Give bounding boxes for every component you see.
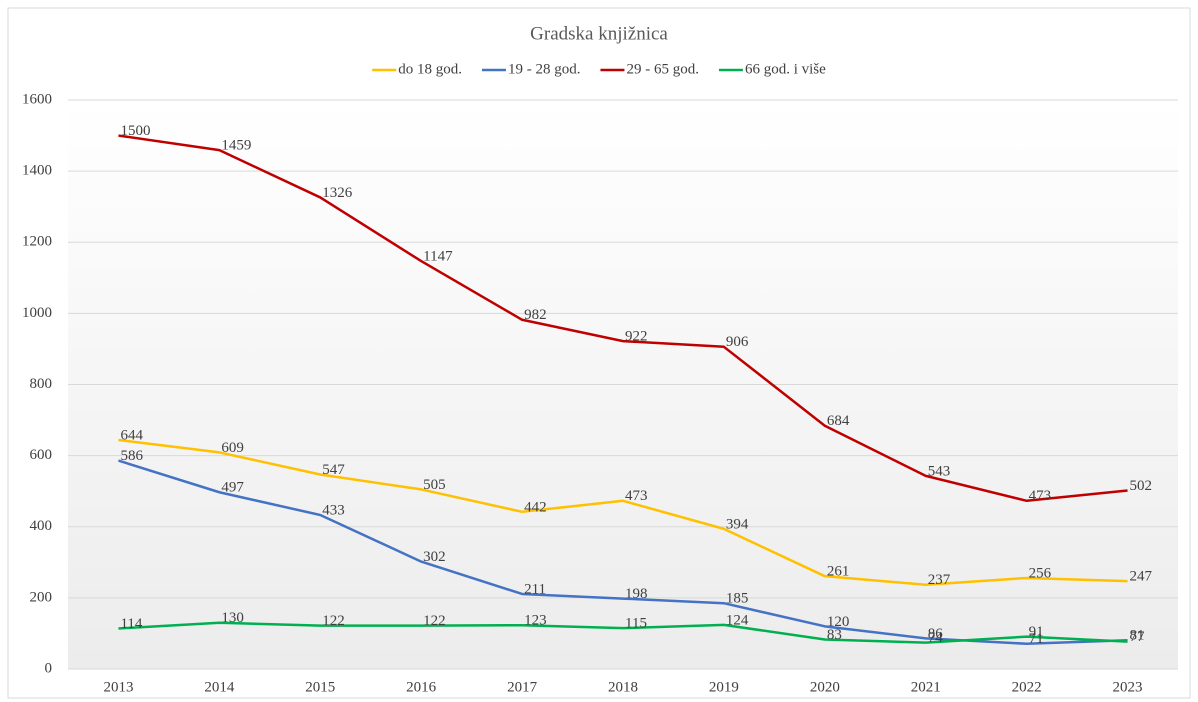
legend-label: 29 - 65 god.: [626, 61, 699, 77]
data-label: 609: [221, 440, 244, 456]
data-label: 433: [322, 502, 345, 518]
data-label: 684: [827, 413, 850, 429]
data-label: 505: [423, 477, 446, 493]
data-label: 586: [120, 448, 143, 464]
data-label: 1326: [322, 185, 353, 201]
x-tick-label: 2014: [204, 679, 235, 695]
legend-label: 19 - 28 god.: [508, 61, 581, 77]
legend-label: 66 god. i više: [745, 61, 826, 77]
x-tick-label: 2015: [305, 679, 335, 695]
data-label: 1147: [423, 249, 453, 265]
data-label: 543: [928, 463, 951, 479]
data-label: 198: [625, 586, 648, 602]
data-label: 124: [726, 612, 749, 628]
data-label: 122: [322, 613, 345, 629]
data-label: 394: [726, 516, 749, 532]
x-tick-label: 2020: [810, 679, 840, 695]
data-label: 83: [827, 627, 842, 643]
data-label: 442: [524, 499, 547, 515]
data-label: 497: [221, 480, 244, 496]
data-label: 130: [221, 610, 244, 626]
data-label: 115: [625, 616, 647, 632]
data-label: 120: [827, 614, 850, 630]
y-tick-label: 200: [30, 589, 53, 605]
data-label: 71: [1029, 631, 1044, 647]
x-tick-label: 2016: [406, 679, 437, 695]
x-tick-label: 2021: [911, 679, 941, 695]
data-label: 123: [524, 613, 547, 629]
data-label: 185: [726, 591, 749, 607]
series-line: [118, 621, 1128, 644]
data-label: 114: [120, 616, 142, 632]
data-label: 502: [1130, 478, 1153, 494]
data-label: 982: [524, 307, 547, 323]
x-tick-label: 2022: [1012, 679, 1042, 695]
series-line: [118, 134, 1128, 503]
data-label: 1459: [221, 138, 251, 154]
y-tick-label: 0: [45, 660, 53, 676]
y-tick-label: 800: [30, 376, 53, 392]
data-label: 1500: [120, 123, 150, 139]
x-tick-label: 2018: [608, 679, 638, 695]
data-label: 237: [928, 572, 951, 588]
data-label: 86: [928, 626, 944, 642]
data-label: 473: [1029, 488, 1052, 504]
data-label: 77: [1130, 629, 1146, 645]
data-label: 906: [726, 334, 749, 350]
y-tick-label: 600: [30, 447, 53, 463]
data-label: 256: [1029, 565, 1052, 581]
x-tick-label: 2023: [1113, 679, 1143, 695]
data-label: 473: [625, 488, 648, 504]
data-label: 211: [524, 581, 546, 597]
x-tick-label: 2013: [103, 679, 133, 695]
data-label: 302: [423, 549, 446, 565]
data-label: 261: [827, 564, 850, 580]
y-tick-label: 1000: [22, 305, 52, 321]
y-tick-label: 1400: [22, 163, 52, 179]
y-tick-label: 1600: [22, 91, 52, 107]
chart-title: Gradska knjižnica: [530, 23, 668, 44]
x-tick-label: 2017: [507, 679, 538, 695]
data-label: 922: [625, 329, 648, 345]
data-label: 81: [1130, 628, 1145, 644]
x-tick-label: 2019: [709, 679, 739, 695]
data-label: 122: [423, 613, 446, 629]
data-label: 547: [322, 462, 345, 478]
y-tick-label: 400: [30, 518, 53, 534]
data-label: 644: [120, 427, 143, 443]
data-label: 91: [1029, 624, 1044, 640]
legend-label: do 18 god.: [398, 61, 462, 77]
data-label: 247: [1130, 569, 1153, 585]
data-label: 74: [928, 630, 944, 646]
series-line: [118, 438, 1128, 586]
y-tick-label: 1200: [22, 234, 52, 250]
